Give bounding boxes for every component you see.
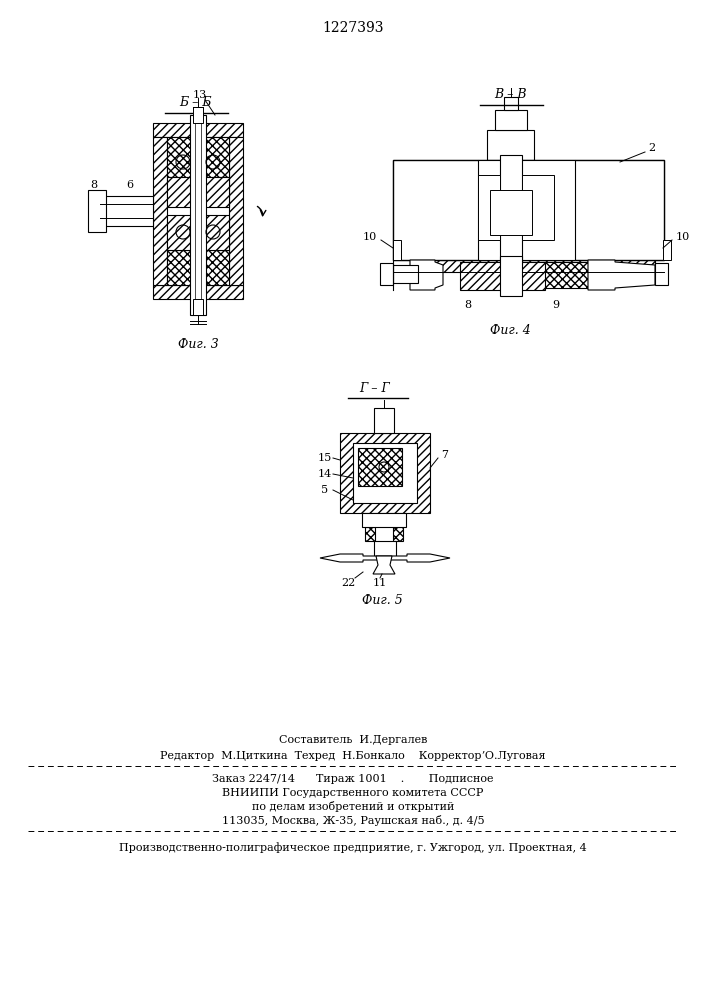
Text: 10: 10 [676,232,690,242]
Bar [374,408,394,433]
Bar [615,160,664,260]
Bar [100,196,153,226]
Polygon shape [588,260,655,290]
Bar [620,265,664,283]
Text: Фиг. 4: Фиг. 4 [490,324,530,336]
Text: по делам изобретений и открытий: по делам изобретений и открытий [252,802,454,812]
Text: 22: 22 [341,578,355,588]
Text: 6: 6 [127,180,134,190]
Bar [193,299,203,315]
Bar [193,107,203,123]
Text: 15: 15 [318,453,332,463]
Bar [663,240,671,260]
Bar [393,160,664,260]
Bar [478,175,500,240]
Bar [362,513,406,527]
Bar [201,177,229,207]
Bar [167,137,195,177]
Bar [393,240,401,260]
Text: 9: 9 [552,300,559,310]
Text: Фиг. 5: Фиг. 5 [361,593,402,606]
Bar [167,177,195,207]
Text: 2: 2 [648,143,655,153]
Bar [340,433,430,513]
Polygon shape [320,554,450,562]
Bar [365,527,375,541]
Bar [495,110,527,130]
Bar [201,215,229,250]
Text: Редактор  М.Циткина  Техред  Н.Бонкало    КорректорʼО.Луговая: Редактор М.Циткина Техред Н.Бонкало Корр… [160,751,546,761]
Bar [201,250,229,285]
Polygon shape [373,556,395,574]
Bar [153,137,167,285]
Text: Производственно-полиграфическое предприятие, г. Ужгород, ул. Проектная, 4: Производственно-полиграфическое предприя… [119,843,587,853]
Bar [500,256,522,296]
Bar [575,160,615,260]
Bar [478,160,575,260]
Bar [438,160,478,260]
Text: Составитель  И.Дергалев: Составитель И.Дергалев [279,735,427,745]
Text: 1227393: 1227393 [322,21,384,35]
Bar [88,190,106,232]
Text: 5: 5 [322,485,329,495]
Bar [167,250,195,285]
Text: Б – Б: Б – Б [179,97,211,109]
Text: В – В: В – В [493,89,526,102]
Text: Фиг. 3: Фиг. 3 [177,338,218,352]
Text: 113035, Москва, Ж-35, Раушская наб., д. 4/5: 113035, Москва, Ж-35, Раушская наб., д. … [222,816,484,826]
Bar [374,541,396,556]
Bar [410,260,655,272]
Bar [393,160,438,260]
Bar [543,262,588,288]
Text: Заказ 2247/14      Тираж 1001    .       Подписное: Заказ 2247/14 Тираж 1001 . Подписное [212,774,493,784]
Bar [460,262,545,290]
Text: 8: 8 [90,180,98,190]
Bar [522,175,554,240]
Text: Г – Г: Г – Г [360,381,390,394]
Bar [500,155,522,265]
Bar [487,130,534,160]
Text: 10: 10 [363,232,377,242]
Bar [380,263,393,285]
Bar [358,448,402,486]
Bar [655,263,668,285]
Bar [353,443,417,503]
Bar [153,123,243,137]
Bar [190,115,206,315]
Text: 13: 13 [193,90,207,100]
Text: 14: 14 [318,469,332,479]
Bar [153,285,243,299]
Bar [504,97,518,110]
Text: 7: 7 [441,450,448,460]
Bar [393,527,403,541]
Bar [201,137,229,177]
Text: 8: 8 [464,300,472,310]
Bar [229,137,243,285]
Bar [167,215,195,250]
Text: ВНИИПИ Государственного комитета СССР: ВНИИПИ Государственного комитета СССР [222,788,484,798]
Polygon shape [410,260,443,290]
Bar [393,265,418,283]
Text: 11: 11 [373,578,387,588]
Bar [490,190,532,235]
